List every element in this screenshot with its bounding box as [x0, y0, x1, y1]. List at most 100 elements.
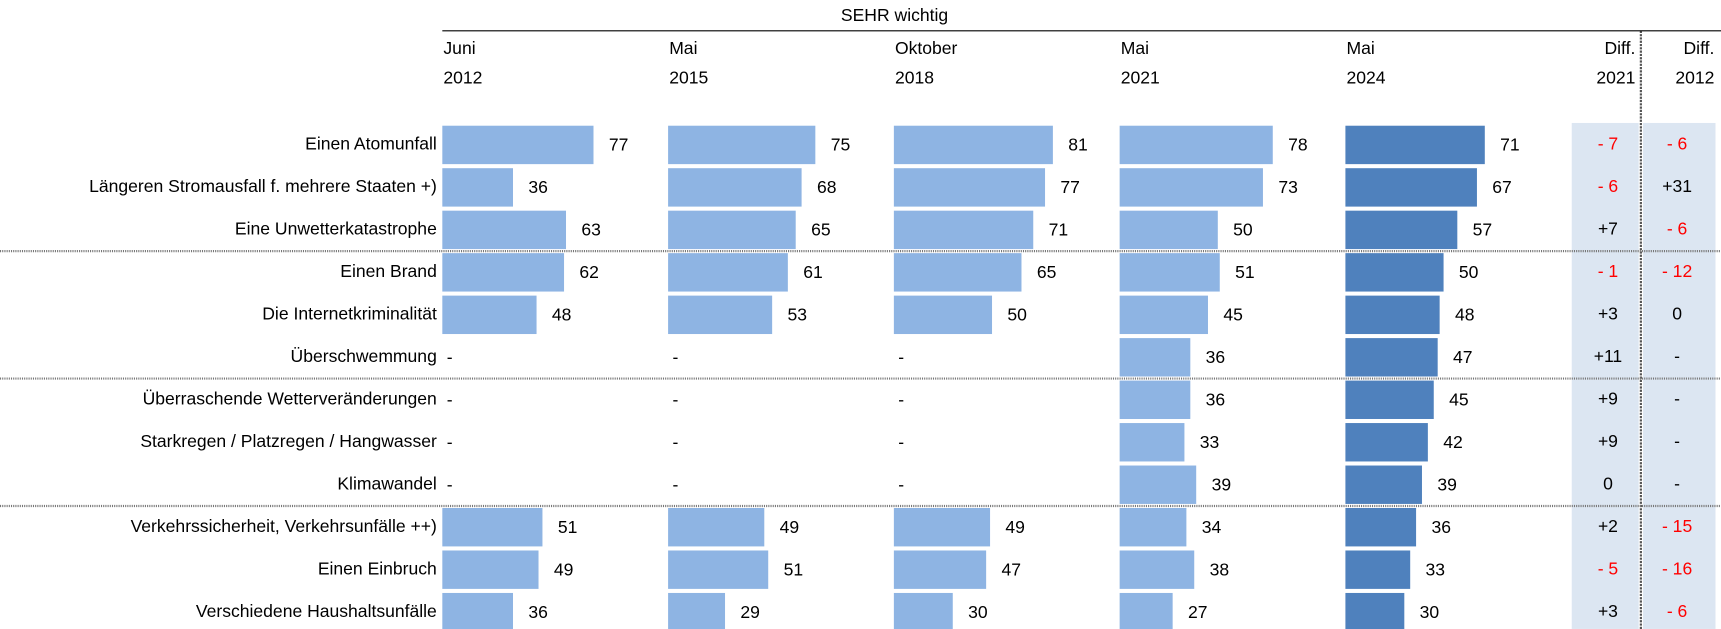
bar: [1119, 253, 1220, 292]
series-header: 2024: [1347, 68, 1386, 88]
bar: [1345, 210, 1458, 250]
bar: [1345, 168, 1477, 207]
category-label: Einen Atomunfall: [305, 134, 437, 154]
value-label: 73: [1278, 177, 1298, 197]
series-header: Mai: [1347, 38, 1375, 58]
bar: [668, 125, 816, 165]
bar: [442, 550, 539, 589]
bar: [442, 592, 513, 629]
value-label: -: [672, 432, 678, 452]
value-label: -: [898, 474, 904, 494]
bar: [668, 508, 765, 547]
diff-value: +3: [1598, 601, 1618, 621]
diff-value: - 6: [1667, 134, 1687, 154]
diff-value: -: [1674, 431, 1680, 451]
value-label: 45: [1223, 305, 1243, 325]
value-label: -: [898, 432, 904, 452]
bar: [1119, 592, 1173, 629]
diff-value: - 6: [1667, 601, 1687, 621]
bar: [1345, 465, 1422, 504]
value-label: 33: [1426, 559, 1446, 579]
series-header: Mai: [1121, 38, 1149, 58]
value-label: -: [447, 474, 453, 494]
diff-value: -: [1674, 346, 1680, 366]
category-label: Überraschende Wetterveränderungen: [143, 388, 437, 408]
bar: [893, 253, 1022, 292]
bar: [1345, 508, 1417, 547]
bar: [893, 210, 1034, 250]
value-label: 71: [1049, 220, 1069, 240]
bar: [893, 125, 1053, 165]
value-label: 48: [1455, 305, 1475, 325]
bar: [1119, 465, 1197, 504]
value-label: 30: [968, 602, 988, 622]
value-label: 38: [1210, 559, 1230, 579]
series-header: 2021: [1121, 68, 1160, 88]
bar: [442, 168, 513, 207]
bar: [668, 592, 726, 629]
value-label: -: [447, 432, 453, 452]
bar: [893, 592, 953, 629]
series-header: Juni: [443, 38, 475, 58]
bar: [442, 508, 543, 547]
bar: [1119, 380, 1191, 419]
diff-value: +11: [1594, 346, 1622, 366]
category-label: Starkregen / Platzregen / Hangwasser: [140, 431, 437, 451]
value-label: 36: [528, 602, 548, 622]
category-label: Längeren Stromausfall f. mehrere Staaten…: [89, 176, 437, 196]
bar: [1345, 592, 1405, 629]
category-label: Klimawandel: [337, 473, 436, 493]
value-label: 30: [1420, 602, 1440, 622]
bar: [1119, 338, 1191, 377]
bar: [1345, 295, 1440, 335]
value-label: 50: [1007, 305, 1027, 325]
value-label: 36: [1431, 517, 1451, 537]
bar: [1345, 338, 1438, 377]
bar: [1345, 380, 1434, 419]
value-label: -: [672, 390, 678, 410]
diff-header: Diff.: [1604, 38, 1635, 58]
value-label: 57: [1473, 220, 1493, 240]
value-label: 27: [1188, 602, 1208, 622]
value-label: 36: [1206, 347, 1226, 367]
bar: [442, 210, 567, 250]
value-label: 77: [1060, 177, 1080, 197]
bar: [668, 295, 773, 335]
value-label: -: [447, 347, 453, 367]
bar: [1119, 168, 1263, 207]
value-label: 71: [1500, 135, 1520, 155]
diff-value: +9: [1598, 388, 1618, 408]
value-label: 33: [1200, 432, 1220, 452]
diff-value: +2: [1598, 516, 1618, 536]
bar: [893, 168, 1046, 207]
value-label: 47: [1002, 559, 1022, 579]
bar: [893, 508, 991, 547]
category-label: Einen Brand: [340, 261, 437, 281]
value-label: 29: [740, 602, 760, 622]
value-label: -: [898, 347, 904, 367]
value-label: 39: [1212, 474, 1232, 494]
category-label: Verkehrssicherheit, Verkehrsunfälle ++): [131, 516, 437, 536]
value-label: 42: [1443, 432, 1463, 452]
diff-value: +3: [1598, 303, 1618, 323]
diff-value: - 16: [1662, 558, 1692, 578]
value-label: 50: [1459, 262, 1479, 282]
diff-value: 0: [1603, 473, 1613, 493]
diff-value: - 7: [1598, 134, 1618, 154]
value-label: 77: [609, 135, 629, 155]
diff-value: +7: [1598, 219, 1618, 239]
diff-value: - 5: [1598, 558, 1619, 578]
bar: [1119, 125, 1273, 165]
value-label: 65: [811, 220, 831, 240]
value-label: 62: [579, 262, 599, 282]
diff-value: - 15: [1662, 516, 1692, 536]
series-header: 2015: [669, 68, 708, 88]
diff-value: - 1: [1598, 261, 1618, 281]
bar: [1119, 423, 1185, 462]
bar: [1345, 125, 1485, 165]
value-label: 53: [788, 305, 808, 325]
bar: [1119, 508, 1187, 547]
bar: [442, 253, 565, 292]
series-header: Oktober: [895, 38, 958, 58]
bar: [1345, 550, 1411, 589]
